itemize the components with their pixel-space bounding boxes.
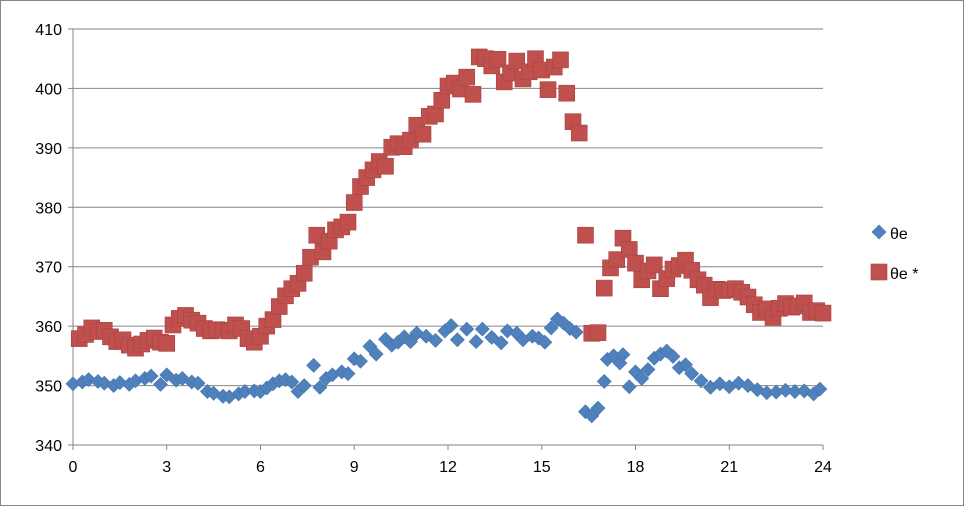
x-tick-label-8: 24: [814, 459, 832, 476]
series-0-point-97: [778, 382, 793, 398]
series-0-point-87: [684, 366, 700, 382]
series-0-point-86: [678, 357, 693, 373]
series-0-point-80: [640, 362, 656, 377]
series-0-point-68: [568, 324, 584, 340]
x-tick-label-4: 12: [439, 459, 457, 476]
series-1: [70, 48, 832, 357]
series-0-point-31: [296, 378, 312, 393]
series-0-point-33: [312, 379, 328, 395]
series-1-point-58: [433, 92, 451, 109]
series-0-point-56: [484, 330, 500, 345]
series-1-point-49: [377, 157, 394, 175]
y-tick-label-7: 410: [35, 22, 62, 39]
series-1-point-83: [589, 324, 607, 341]
legend-label-0: θe: [890, 226, 908, 243]
series-0-point-101: [812, 381, 828, 397]
series-1-point-86: [608, 251, 626, 268]
tick-labels: 0 3 6 9 12 15 18 21 24 340 350 360 370 380 390 400 410: [35, 22, 832, 476]
series-0-point-77: [621, 379, 637, 395]
series-1-point-81: [577, 226, 594, 244]
series-0-point-2: [81, 372, 97, 388]
y-tick-label-5: 390: [35, 141, 62, 158]
series-0-point-49: [428, 332, 443, 348]
series-1-point-67: [489, 51, 507, 68]
series-0-point-55: [474, 321, 490, 337]
series-1-point-43: [339, 213, 357, 231]
series-0-point-29: [284, 374, 300, 390]
legend-label-1: θe *: [890, 266, 918, 283]
series-0-point-12: [159, 367, 175, 383]
series-0-point-64: [543, 320, 559, 336]
series-1-point-119: [814, 304, 832, 322]
x-tick-label-3: 9: [350, 459, 359, 476]
series-0-point-41: [368, 346, 384, 362]
series-1-point-84: [595, 279, 613, 297]
series-0-point-76: [615, 347, 631, 363]
series-0-point-46: [403, 334, 418, 350]
series-layer: [65, 48, 832, 424]
series-0-point-37: [340, 366, 356, 382]
series-0-point-53: [459, 321, 475, 337]
series-1-point-44: [345, 194, 363, 211]
axes: [68, 28, 824, 450]
series-1-point-14: [158, 335, 176, 352]
series-0-point-39: [353, 353, 368, 369]
x-tick-label-7: 21: [720, 459, 738, 476]
y-tick-label-4: 380: [35, 200, 62, 217]
series-0-point-10: [143, 368, 159, 384]
series-1-point-55: [414, 125, 432, 143]
series-1-point-36: [295, 264, 313, 282]
series-0-point-51: [443, 318, 459, 333]
series-0-point-32: [306, 357, 322, 373]
x-tick-label-6: 18: [627, 459, 645, 476]
series-1-point-77: [552, 51, 569, 69]
series-0-point-57: [493, 335, 509, 351]
series-0-point-63: [537, 334, 553, 350]
legend-marker-0: [871, 224, 887, 240]
series-0-point-52: [449, 332, 465, 348]
series-0-point-79: [634, 371, 650, 386]
series-0-point-72: [596, 373, 612, 389]
series-0-point-71: [590, 400, 606, 416]
x-tick-label-1: 3: [162, 459, 171, 476]
y-tick-label-0: 340: [35, 438, 62, 455]
legend: θe θe *: [870, 224, 918, 283]
series-0: [65, 311, 828, 424]
y-tick-label-3: 370: [35, 260, 62, 277]
series-0-point-6: [112, 375, 128, 391]
series-1-point-92: [645, 256, 663, 274]
y-tick-label-2: 360: [35, 319, 62, 336]
series-0-point-54: [468, 334, 484, 350]
series-1-point-63: [464, 86, 482, 103]
x-tick-label-0: 0: [69, 459, 78, 476]
series-0-point-88: [693, 373, 709, 389]
series-1-point-80: [570, 124, 588, 142]
y-tick-label-1: 350: [35, 379, 62, 396]
series-1-point-78: [558, 84, 576, 102]
series-0-point-84: [665, 349, 681, 364]
series-0-point-11: [153, 376, 168, 392]
x-tick-label-2: 6: [256, 459, 265, 476]
series-1-point-75: [539, 81, 557, 98]
series-1-point-70: [508, 52, 526, 70]
legend-marker-1: [870, 263, 888, 281]
y-tick-label-6: 400: [35, 81, 62, 98]
series-0-point-16: [190, 375, 206, 391]
x-tick-label-5: 15: [533, 459, 551, 476]
series-1-point-62: [458, 68, 476, 86]
